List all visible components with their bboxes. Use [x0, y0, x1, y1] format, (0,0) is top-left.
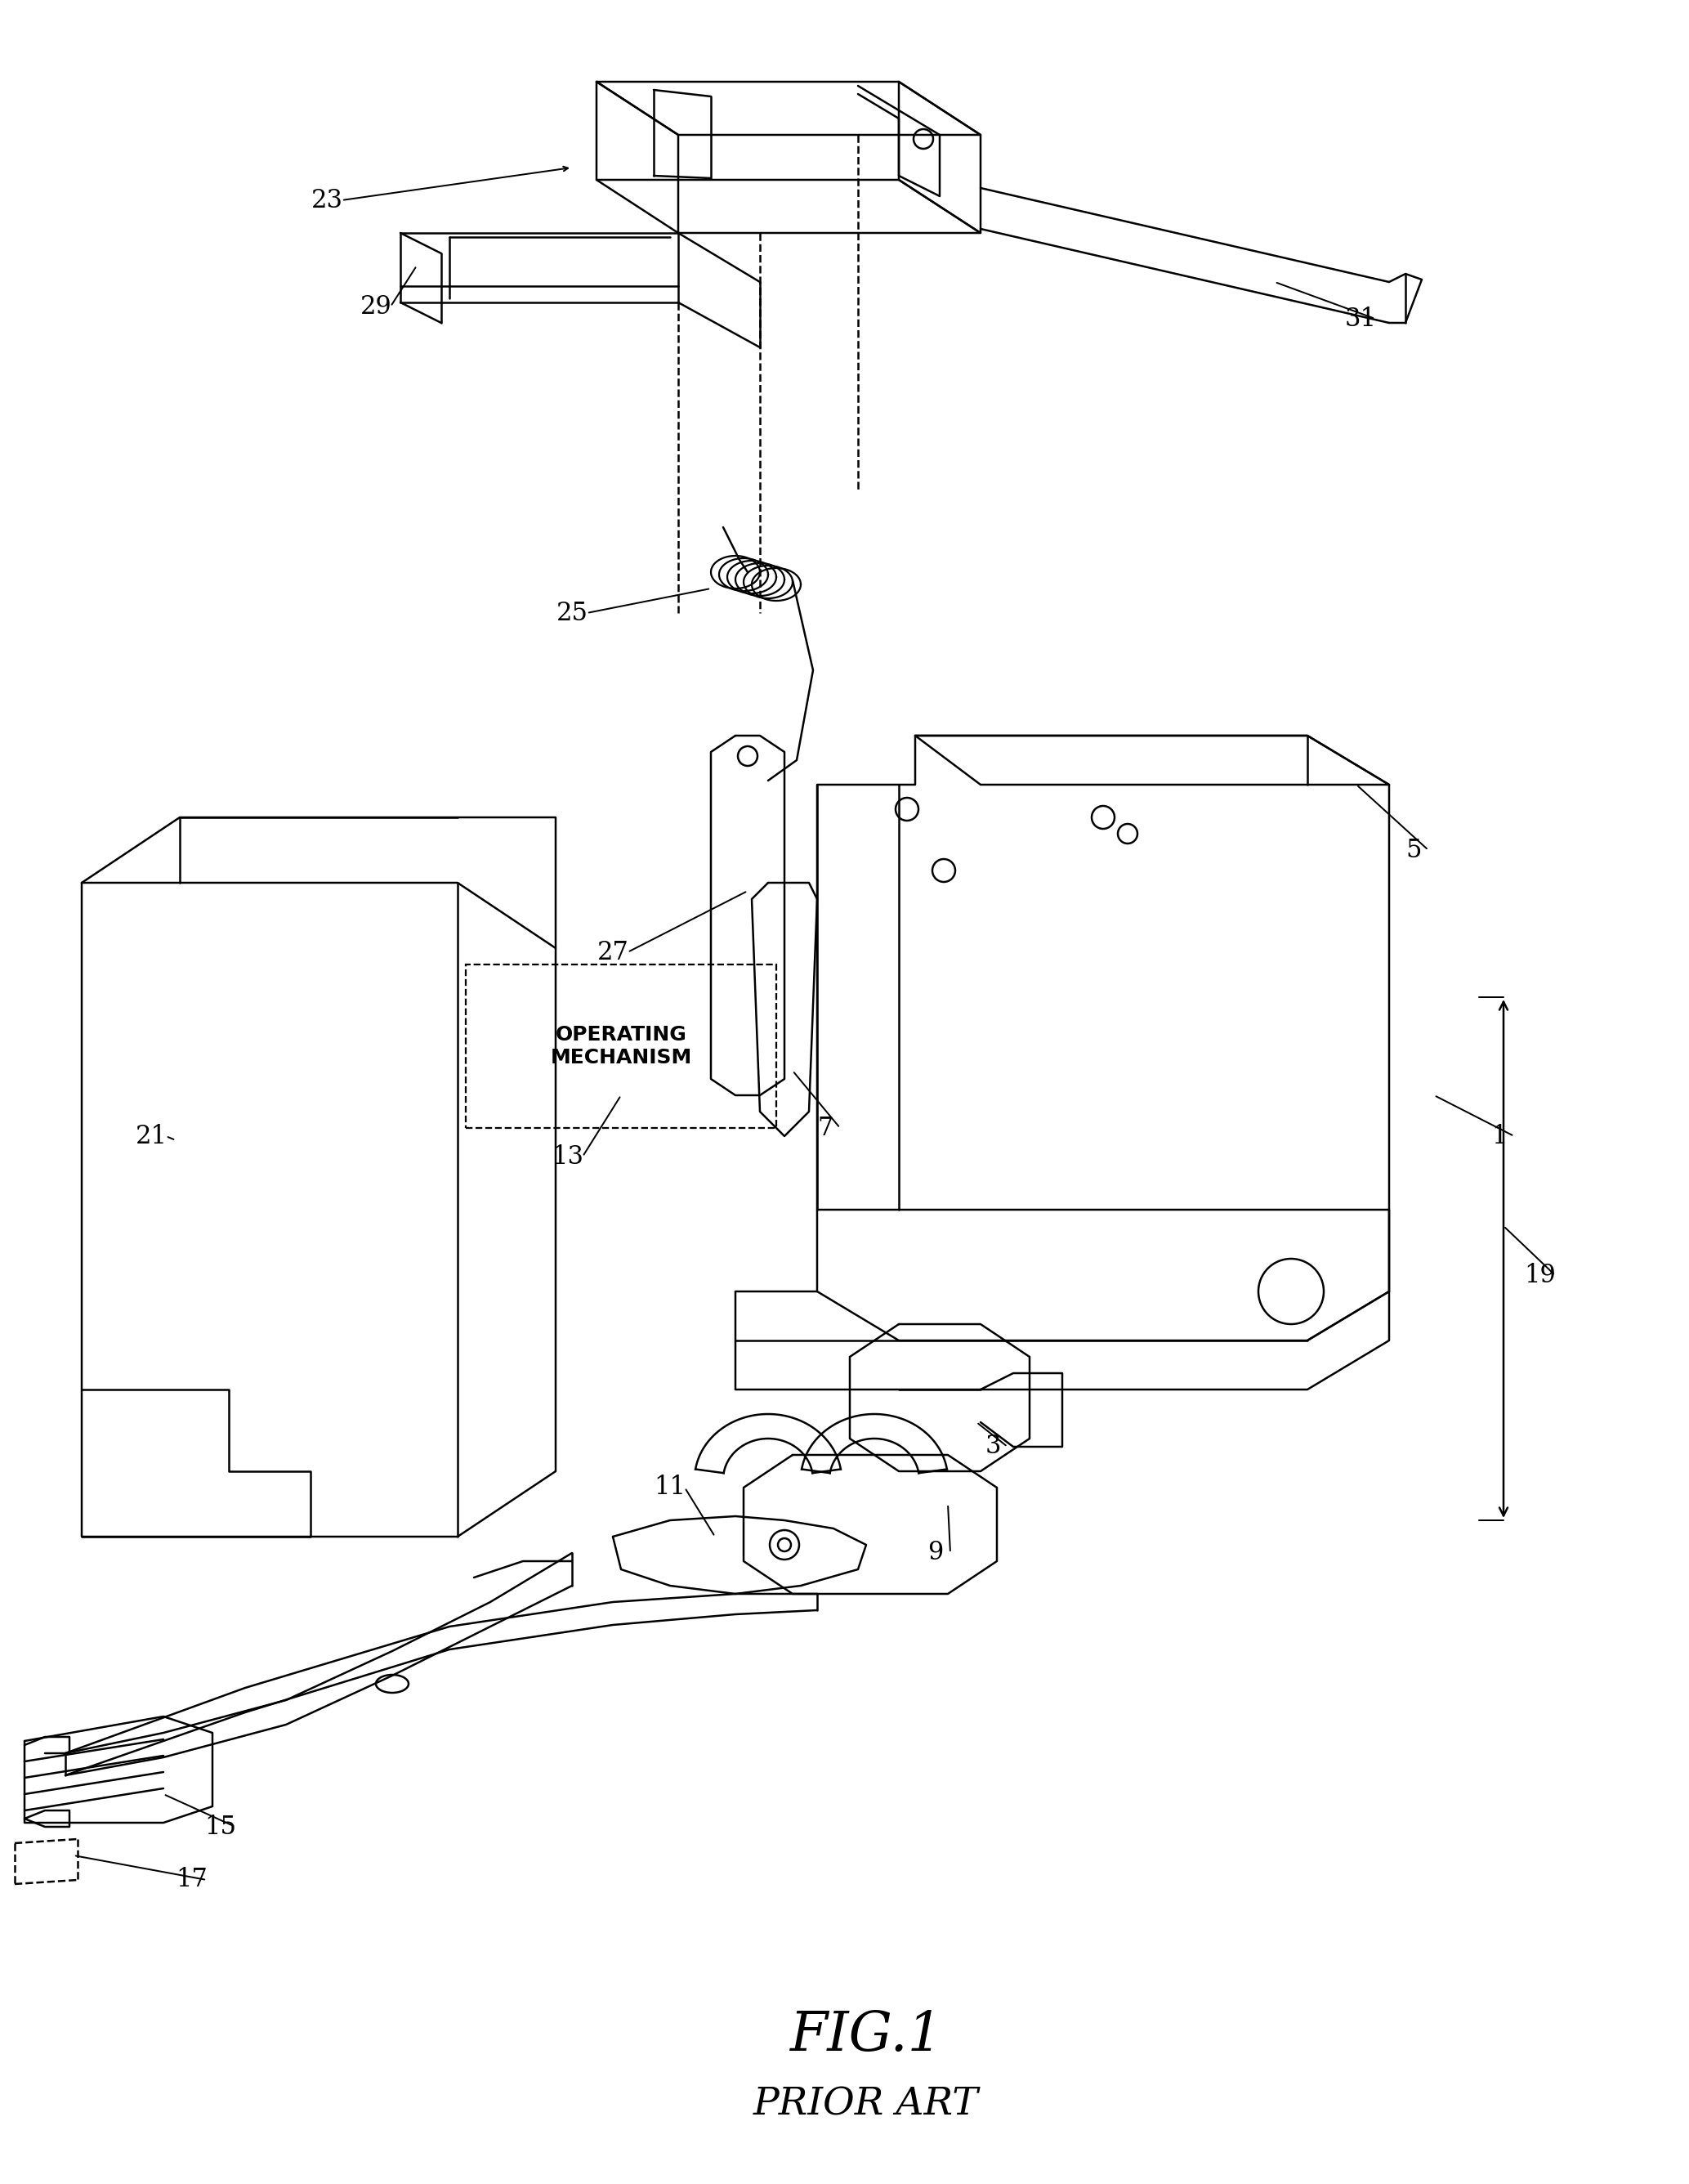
Text: 9: 9	[927, 1540, 944, 1566]
Text: 11: 11	[654, 1474, 686, 1500]
Text: PRIOR ART: PRIOR ART	[753, 2086, 980, 2123]
Text: 29: 29	[360, 295, 392, 319]
Text: 25: 25	[556, 601, 588, 625]
Text: 15: 15	[204, 1815, 236, 1839]
Text: 21: 21	[135, 1123, 167, 1149]
Text: 7: 7	[817, 1116, 833, 1140]
Text: 5: 5	[1405, 836, 1422, 863]
FancyBboxPatch shape	[466, 965, 777, 1127]
Text: 19: 19	[1525, 1262, 1556, 1289]
Text: FIG.1: FIG.1	[790, 2009, 942, 2062]
Text: 27: 27	[596, 939, 628, 965]
Text: OPERATING
MECHANISM: OPERATING MECHANISM	[551, 1024, 692, 1068]
Text: 3: 3	[985, 1435, 1002, 1459]
Text: 17: 17	[176, 1867, 208, 1894]
Text: 1: 1	[1491, 1123, 1507, 1149]
Text: 13: 13	[552, 1144, 584, 1168]
Text: 23: 23	[311, 188, 343, 212]
Text: 31: 31	[1344, 306, 1377, 332]
